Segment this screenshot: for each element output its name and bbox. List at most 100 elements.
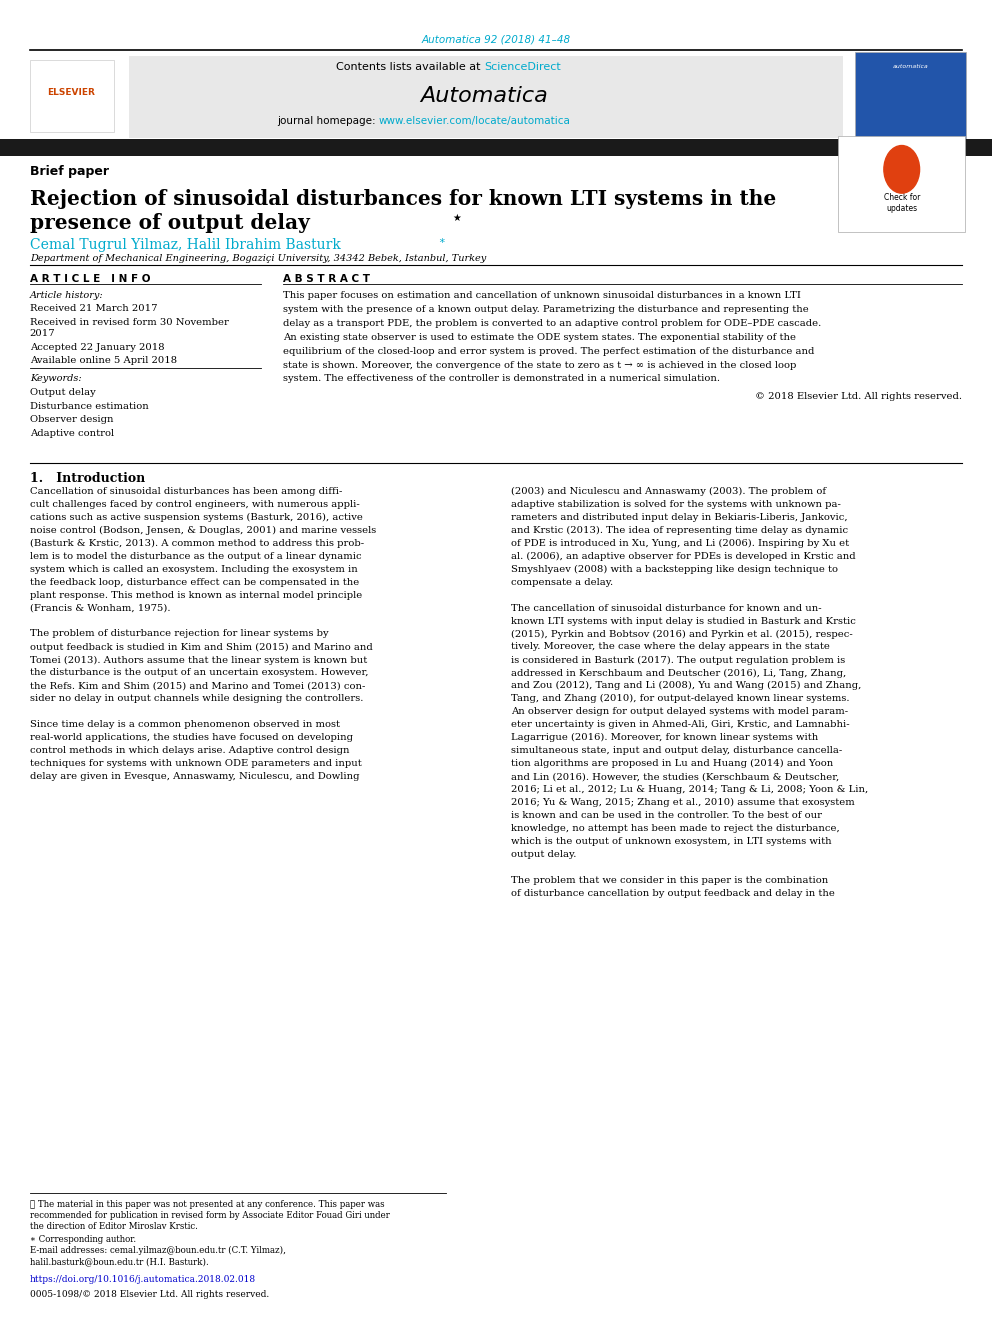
Text: of disturbance cancellation by output feedback and delay in the: of disturbance cancellation by output fe… (511, 889, 834, 898)
Text: real-world applications, the studies have focused on developing: real-world applications, the studies hav… (30, 733, 353, 742)
Text: known LTI systems with input delay is studied in Basturk and Krstic: known LTI systems with input delay is st… (511, 617, 856, 626)
Text: Cemal Tugrul Yilmaz, Halil Ibrahim Basturk: Cemal Tugrul Yilmaz, Halil Ibrahim Bastu… (30, 238, 340, 253)
Text: noise control (Bodson, Jensen, & Douglas, 2001) and marine vessels: noise control (Bodson, Jensen, & Douglas… (30, 525, 376, 534)
Text: knowledge, no attempt has been made to reject the disturbance,: knowledge, no attempt has been made to r… (511, 824, 839, 833)
Text: Since time delay is a common phenomenon observed in most: Since time delay is a common phenomenon … (30, 720, 339, 729)
Circle shape (884, 146, 920, 193)
FancyBboxPatch shape (855, 52, 966, 142)
Text: control methods in which delays arise. Adaptive control design: control methods in which delays arise. A… (30, 746, 349, 755)
Text: the disturbance is the output of an uncertain exosystem. However,: the disturbance is the output of an unce… (30, 668, 368, 677)
FancyBboxPatch shape (129, 56, 843, 138)
Text: equilibrium of the closed-loop and error system is proved. The perfect estimatio: equilibrium of the closed-loop and error… (283, 347, 814, 356)
Text: addressed in Kerschbaum and Deutscher (2016), Li, Tang, Zhang,: addressed in Kerschbaum and Deutscher (2… (511, 668, 846, 677)
Text: This paper focuses on estimation and cancellation of unknown sinusoidal disturba: This paper focuses on estimation and can… (283, 291, 801, 300)
Text: tively. Moreover, the case where the delay appears in the state: tively. Moreover, the case where the del… (511, 643, 829, 651)
Text: Received 21 March 2017: Received 21 March 2017 (30, 304, 158, 314)
Text: the Refs. Kim and Shim (2015) and Marino and Tomei (2013) con-: the Refs. Kim and Shim (2015) and Marino… (30, 681, 365, 691)
Text: 2017: 2017 (30, 329, 56, 339)
Text: Rejection of sinusoidal disturbances for known LTI systems in the: Rejection of sinusoidal disturbances for… (30, 189, 776, 209)
FancyBboxPatch shape (0, 139, 992, 156)
Text: 1.   Introduction: 1. Introduction (30, 472, 145, 486)
Text: adaptive stabilization is solved for the systems with unknown pa-: adaptive stabilization is solved for the… (511, 500, 841, 509)
Text: www.elsevier.com/locate/automatica: www.elsevier.com/locate/automatica (379, 116, 570, 127)
Text: Lagarrigue (2016). Moreover, for known linear systems with: Lagarrigue (2016). Moreover, for known l… (511, 733, 818, 742)
Text: 2016; Li et al., 2012; Lu & Huang, 2014; Tang & Li, 2008; Yoon & Lin,: 2016; Li et al., 2012; Lu & Huang, 2014;… (511, 785, 868, 794)
Text: ∗ Corresponding author.: ∗ Corresponding author. (30, 1236, 136, 1244)
Text: tion algorithms are proposed in Lu and Huang (2014) and Yoon: tion algorithms are proposed in Lu and H… (511, 759, 833, 769)
Text: An existing state observer is used to estimate the ODE system states. The expone: An existing state observer is used to es… (283, 332, 796, 341)
Text: Tomei (2013). Authors assume that the linear system is known but: Tomei (2013). Authors assume that the li… (30, 655, 367, 664)
Text: system which is called an exosystem. Including the exosystem in: system which is called an exosystem. Inc… (30, 565, 357, 574)
Text: (Basturk & Krstic, 2013). A common method to address this prob-: (Basturk & Krstic, 2013). A common metho… (30, 538, 364, 548)
Text: sider no delay in output channels while designing the controllers.: sider no delay in output channels while … (30, 695, 363, 704)
Text: the feedback loop, disturbance effect can be compensated in the: the feedback loop, disturbance effect ca… (30, 578, 359, 586)
Text: https://doi.org/10.1016/j.automatica.2018.02.018: https://doi.org/10.1016/j.automatica.201… (30, 1275, 256, 1285)
Text: © 2018 Elsevier Ltd. All rights reserved.: © 2018 Elsevier Ltd. All rights reserved… (755, 392, 962, 401)
Text: 2016; Yu & Wang, 2015; Zhang et al., 2010) assume that exosystem: 2016; Yu & Wang, 2015; Zhang et al., 201… (511, 798, 855, 807)
Text: output delay.: output delay. (511, 849, 576, 859)
Text: al. (2006), an adaptive observer for PDEs is developed in Krstic and: al. (2006), an adaptive observer for PDE… (511, 552, 855, 561)
Text: eter uncertainty is given in Ahmed-Ali, Giri, Krstic, and Lamnabhi-: eter uncertainty is given in Ahmed-Ali, … (511, 720, 849, 729)
Text: Article history:: Article history: (30, 291, 103, 300)
Text: halil.basturk@boun.edu.tr (H.I. Basturk).: halil.basturk@boun.edu.tr (H.I. Basturk)… (30, 1257, 208, 1266)
Text: Observer design: Observer design (30, 415, 113, 425)
Text: Tang, and Zhang (2010), for output-delayed known linear systems.: Tang, and Zhang (2010), for output-delay… (511, 695, 849, 704)
Text: the direction of Editor Miroslav Krstic.: the direction of Editor Miroslav Krstic. (30, 1221, 197, 1230)
Text: Received in revised form 30 November: Received in revised form 30 November (30, 318, 228, 327)
FancyBboxPatch shape (838, 136, 965, 232)
Text: rameters and distributed input delay in Bekiaris-Liberis, Jankovic,: rameters and distributed input delay in … (511, 513, 847, 521)
Text: techniques for systems with unknown ODE parameters and input: techniques for systems with unknown ODE … (30, 759, 361, 769)
Text: (2015), Pyrkin and Bobtsov (2016) and Pyrkin et al. (2015), respec-: (2015), Pyrkin and Bobtsov (2016) and Py… (511, 630, 853, 639)
Text: is known and can be used in the controller. To the best of our: is known and can be used in the controll… (511, 811, 822, 820)
Text: is considered in Basturk (2017). The output regulation problem is: is considered in Basturk (2017). The out… (511, 655, 845, 664)
Text: ★: ★ (452, 213, 461, 224)
Text: system with the presence of a known output delay. Parametrizing the disturbance : system with the presence of a known outp… (283, 304, 808, 314)
Text: Brief paper: Brief paper (30, 165, 109, 179)
Text: An observer design for output delayed systems with model param-: An observer design for output delayed sy… (511, 708, 848, 716)
Text: Disturbance estimation: Disturbance estimation (30, 402, 149, 410)
Text: Department of Mechanical Engineering, Bogaziçi University, 34342 Bebek, Istanbul: Department of Mechanical Engineering, Bo… (30, 254, 486, 263)
Text: Keywords:: Keywords: (30, 374, 81, 384)
Text: Adaptive control: Adaptive control (30, 429, 114, 438)
Text: 0005-1098/© 2018 Elsevier Ltd. All rights reserved.: 0005-1098/© 2018 Elsevier Ltd. All right… (30, 1290, 269, 1299)
Text: and Zou (2012), Tang and Li (2008), Yu and Wang (2015) and Zhang,: and Zou (2012), Tang and Li (2008), Yu a… (511, 681, 861, 691)
Text: *: * (436, 238, 445, 249)
Text: ★ The material in this paper was not presented at any conference. This paper was: ★ The material in this paper was not pre… (30, 1200, 384, 1209)
Text: E-mail addresses: cemal.yilmaz@boun.edu.tr (C.T. Yilmaz),: E-mail addresses: cemal.yilmaz@boun.edu.… (30, 1246, 286, 1256)
Text: lem is to model the disturbance as the output of a linear dynamic: lem is to model the disturbance as the o… (30, 552, 361, 561)
Text: and Lin (2016). However, the studies (Kerschbaum & Deutscher,: and Lin (2016). However, the studies (Ke… (511, 773, 839, 781)
Text: and Krstic (2013). The idea of representing time delay as dynamic: and Krstic (2013). The idea of represent… (511, 525, 848, 534)
Text: Smyshlyaev (2008) with a backstepping like design technique to: Smyshlyaev (2008) with a backstepping li… (511, 565, 838, 574)
Text: (Francis & Wonham, 1975).: (Francis & Wonham, 1975). (30, 603, 171, 613)
Text: Accepted 22 January 2018: Accepted 22 January 2018 (30, 343, 165, 352)
Text: Automatica: Automatica (421, 86, 548, 106)
Text: automatica: automatica (893, 64, 929, 69)
Text: A B S T R A C T: A B S T R A C T (283, 274, 370, 284)
Text: system. The effectiveness of the controller is demonstrated in a numerical simul: system. The effectiveness of the control… (283, 374, 720, 384)
Text: recommended for publication in revised form by Associate Editor Fouad Giri under: recommended for publication in revised f… (30, 1211, 390, 1220)
Text: Cancellation of sinusoidal disturbances has been among diffi-: Cancellation of sinusoidal disturbances … (30, 487, 342, 496)
Text: ScienceDirect: ScienceDirect (484, 62, 560, 73)
Text: Check for
updates: Check for updates (884, 193, 920, 213)
Text: A R T I C L E   I N F O: A R T I C L E I N F O (30, 274, 150, 284)
Text: Automatica 92 (2018) 41–48: Automatica 92 (2018) 41–48 (422, 34, 570, 45)
Text: presence of output delay: presence of output delay (30, 213, 310, 233)
Text: The cancellation of sinusoidal disturbance for known and un-: The cancellation of sinusoidal disturban… (511, 603, 821, 613)
Text: cult challenges faced by control engineers, with numerous appli-: cult challenges faced by control enginee… (30, 500, 359, 509)
Text: delay as a transport PDE, the problem is converted to an adaptive control proble: delay as a transport PDE, the problem is… (283, 319, 821, 328)
Text: output feedback is studied in Kim and Shim (2015) and Marino and: output feedback is studied in Kim and Sh… (30, 643, 373, 651)
Text: delay are given in Evesque, Annaswamy, Niculescu, and Dowling: delay are given in Evesque, Annaswamy, N… (30, 773, 359, 781)
Text: state is shown. Moreover, the convergence of the state to zero as t → ∞ is achie: state is shown. Moreover, the convergenc… (283, 360, 797, 369)
FancyBboxPatch shape (30, 60, 114, 132)
Text: (2003) and Niculescu and Annaswamy (2003). The problem of: (2003) and Niculescu and Annaswamy (2003… (511, 487, 826, 496)
Text: Available online 5 April 2018: Available online 5 April 2018 (30, 356, 177, 365)
Text: of PDE is introduced in Xu, Yung, and Li (2006). Inspiring by Xu et: of PDE is introduced in Xu, Yung, and Li… (511, 538, 849, 548)
Text: which is the output of unknown exosystem, in LTI systems with: which is the output of unknown exosystem… (511, 837, 831, 845)
Text: ELSEVIER: ELSEVIER (48, 89, 95, 97)
Text: Contents lists available at: Contents lists available at (336, 62, 484, 73)
Text: The problem of disturbance rejection for linear systems by: The problem of disturbance rejection for… (30, 630, 328, 639)
Text: Output delay: Output delay (30, 388, 95, 397)
Text: cations such as active suspension systems (Basturk, 2016), active: cations such as active suspension system… (30, 513, 363, 521)
Text: compensate a delay.: compensate a delay. (511, 578, 613, 586)
Text: The problem that we consider in this paper is the combination: The problem that we consider in this pap… (511, 876, 828, 885)
